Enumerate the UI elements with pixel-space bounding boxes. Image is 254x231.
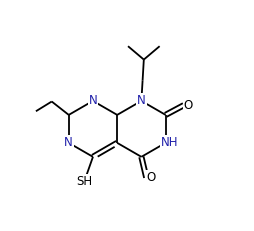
Text: N: N (64, 136, 73, 149)
Text: N: N (89, 94, 97, 107)
Text: O: O (184, 99, 193, 112)
Text: O: O (146, 171, 155, 184)
Text: SH: SH (76, 175, 92, 188)
Text: N: N (137, 94, 146, 107)
Text: NH: NH (161, 136, 178, 149)
